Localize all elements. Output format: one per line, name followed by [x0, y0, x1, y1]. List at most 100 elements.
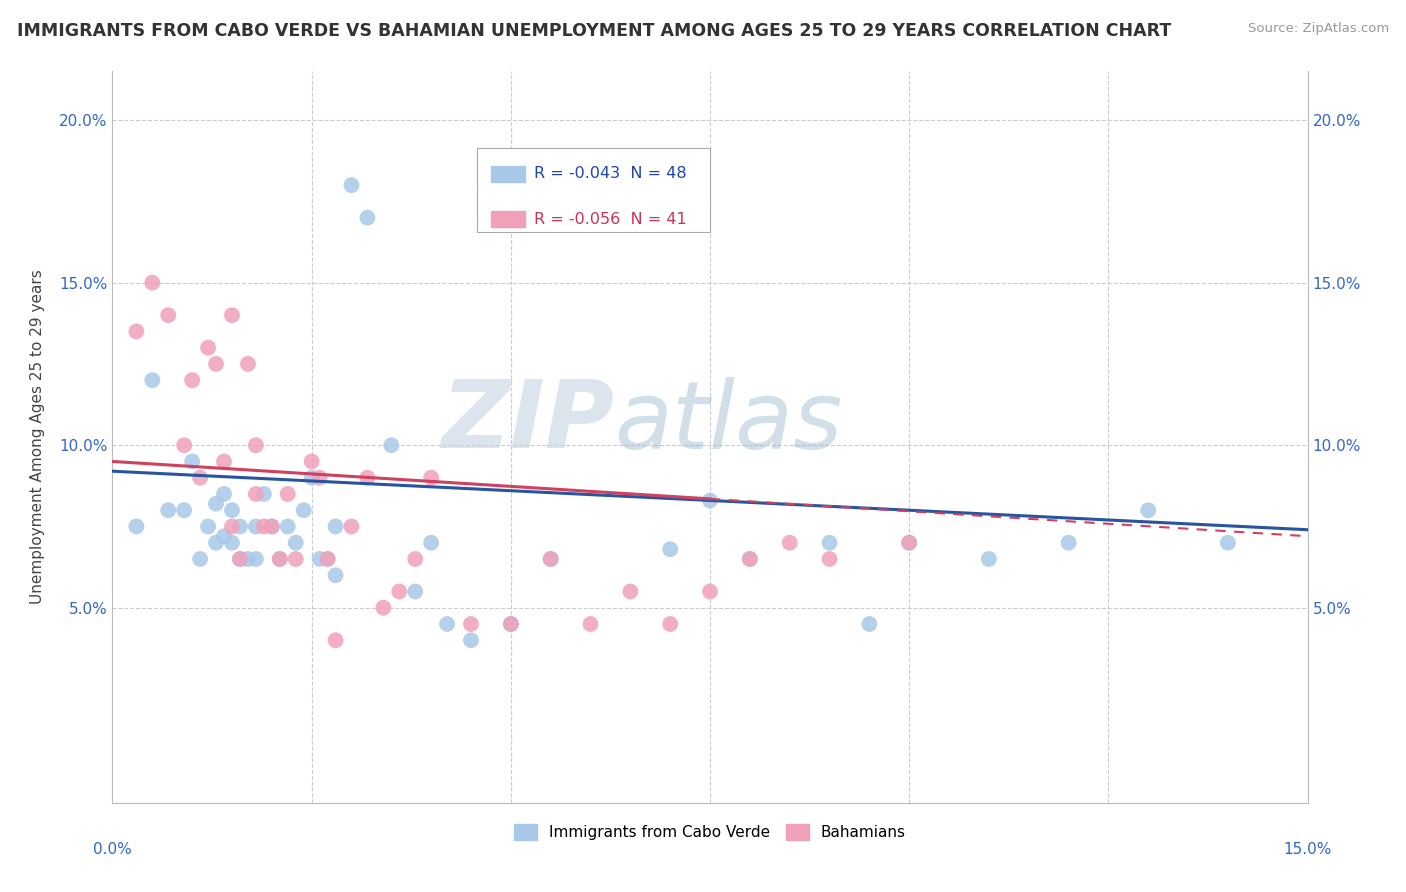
Point: [245, 552, 267, 566]
Legend: Immigrants from Cabo Verde, Bahamians: Immigrants from Cabo Verde, Bahamians: [508, 818, 912, 847]
Point: [173, 438, 195, 452]
Point: [356, 211, 378, 225]
Point: [284, 552, 307, 566]
Point: [253, 519, 276, 533]
Point: [340, 519, 363, 533]
Point: [619, 584, 641, 599]
Point: [738, 552, 761, 566]
Point: [659, 542, 682, 557]
Point: [205, 357, 228, 371]
Point: [236, 552, 259, 566]
Point: [404, 584, 426, 599]
Point: [540, 552, 562, 566]
Text: IMMIGRANTS FROM CABO VERDE VS BAHAMIAN UNEMPLOYMENT AMONG AGES 25 TO 29 YEARS CO: IMMIGRANTS FROM CABO VERDE VS BAHAMIAN U…: [17, 22, 1171, 40]
Point: [221, 535, 243, 549]
Point: [197, 341, 219, 355]
Text: 15.0%: 15.0%: [1284, 842, 1331, 857]
Point: [188, 471, 211, 485]
Point: [125, 519, 148, 533]
Point: [181, 373, 204, 387]
Point: [898, 535, 921, 549]
Bar: [491, 211, 524, 227]
Point: [141, 276, 163, 290]
Point: [1137, 503, 1160, 517]
Point: [316, 552, 339, 566]
Point: [125, 325, 148, 339]
Point: [779, 535, 801, 549]
Point: [221, 308, 243, 322]
Point: [245, 438, 267, 452]
Point: [420, 471, 443, 485]
Point: [181, 454, 204, 468]
Point: [284, 535, 307, 549]
Point: [499, 617, 522, 632]
Text: R = -0.056  N = 41: R = -0.056 N = 41: [534, 211, 688, 227]
Point: [540, 552, 562, 566]
Point: [420, 535, 443, 549]
Point: [659, 617, 682, 632]
Point: [141, 373, 163, 387]
Point: [308, 552, 330, 566]
Text: atlas: atlas: [614, 377, 842, 468]
Point: [253, 487, 276, 501]
Point: [260, 519, 283, 533]
Point: [212, 529, 235, 543]
Point: [188, 552, 211, 566]
Point: [977, 552, 1000, 566]
Point: [316, 552, 339, 566]
Text: Source: ZipAtlas.com: Source: ZipAtlas.com: [1249, 22, 1389, 36]
Point: [212, 454, 235, 468]
Point: [229, 552, 252, 566]
Point: [818, 535, 841, 549]
Point: [229, 519, 252, 533]
Point: [340, 178, 363, 193]
Point: [579, 617, 602, 632]
Point: [738, 552, 761, 566]
Point: [197, 519, 219, 533]
Point: [157, 503, 180, 517]
Y-axis label: Unemployment Among Ages 25 to 29 years: Unemployment Among Ages 25 to 29 years: [31, 269, 45, 605]
Point: [269, 552, 291, 566]
Point: [221, 503, 243, 517]
Point: [221, 519, 243, 533]
Point: [499, 617, 522, 632]
Point: [380, 438, 402, 452]
Point: [1057, 535, 1080, 549]
Point: [460, 633, 482, 648]
Point: [818, 552, 841, 566]
Point: [325, 568, 347, 582]
Point: [373, 600, 395, 615]
Point: [1216, 535, 1239, 549]
Point: [356, 471, 378, 485]
Point: [277, 487, 299, 501]
Point: [699, 493, 721, 508]
Point: [205, 497, 228, 511]
Point: [460, 617, 482, 632]
Point: [301, 471, 323, 485]
FancyBboxPatch shape: [477, 148, 710, 232]
Point: [325, 633, 347, 648]
Point: [436, 617, 458, 632]
Point: [699, 584, 721, 599]
Point: [205, 535, 228, 549]
Bar: [491, 166, 524, 182]
Point: [308, 471, 330, 485]
Point: [277, 519, 299, 533]
Point: [157, 308, 180, 322]
Point: [898, 535, 921, 549]
Point: [388, 584, 411, 599]
Point: [229, 552, 252, 566]
Point: [245, 487, 267, 501]
Point: [260, 519, 283, 533]
Text: ZIP: ZIP: [441, 376, 614, 468]
Point: [212, 487, 235, 501]
Point: [269, 552, 291, 566]
Point: [325, 519, 347, 533]
Point: [245, 519, 267, 533]
Point: [236, 357, 259, 371]
Point: [301, 454, 323, 468]
Text: R = -0.043  N = 48: R = -0.043 N = 48: [534, 166, 688, 181]
Point: [858, 617, 880, 632]
Point: [404, 552, 426, 566]
Text: 0.0%: 0.0%: [93, 842, 132, 857]
